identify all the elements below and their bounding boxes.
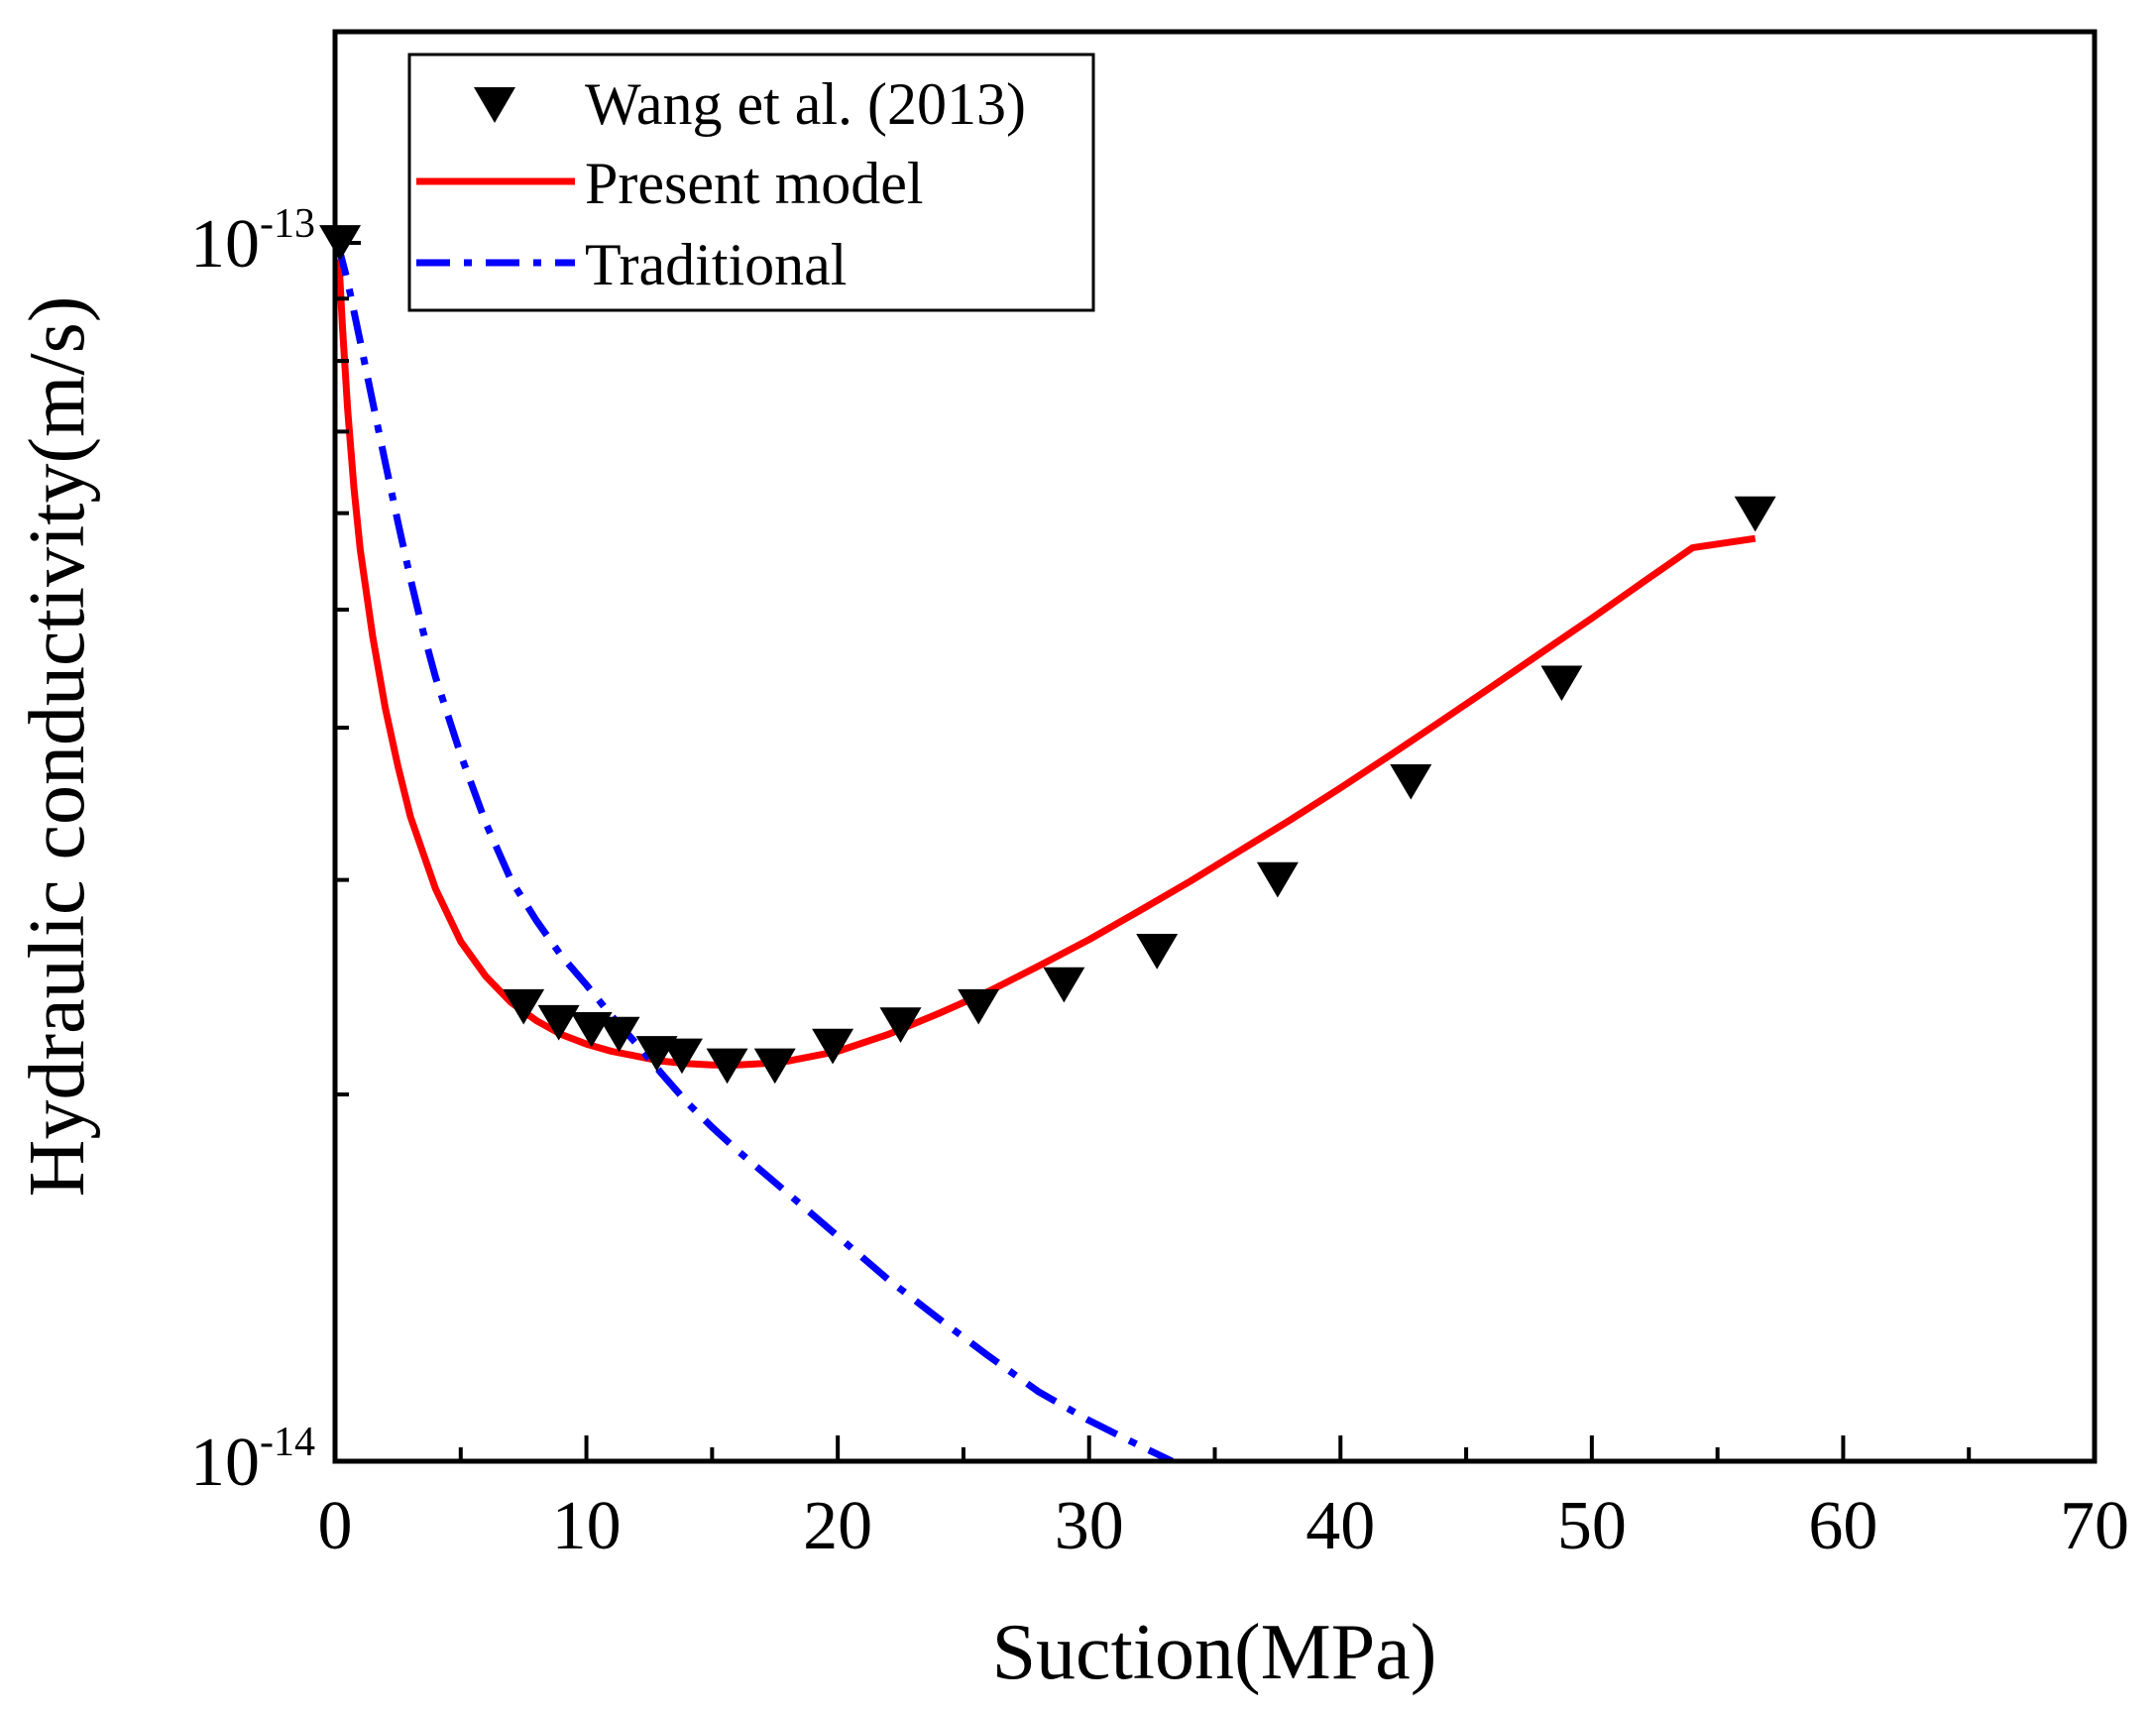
legend-label-wang: Wang et al. (2013): [585, 71, 1026, 137]
data-point-marker: [1256, 861, 1299, 898]
data-point-marker: [1390, 763, 1432, 800]
x-tick-label: 30: [1055, 1488, 1124, 1564]
x-axis-title: Suction(MPa): [992, 1609, 1437, 1696]
x-tick-label: 70: [2060, 1488, 2129, 1564]
x-tick-label: 10: [552, 1488, 622, 1564]
plot-frame: [332, 29, 2098, 1464]
x-tick-label: 40: [1305, 1488, 1375, 1564]
data-point-marker: [706, 1048, 748, 1085]
data-point-marker: [660, 1038, 703, 1075]
x-tick-label: 0: [318, 1488, 353, 1564]
legend-label-traditional: Traditional: [585, 232, 847, 297]
data-point-marker: [753, 1048, 796, 1085]
y-tick-label: 10-13: [190, 201, 315, 283]
x-tick-label: 20: [803, 1488, 872, 1564]
traditional-line: [335, 242, 1174, 1461]
data-point-marker: [598, 1016, 640, 1053]
data-point-marker: [1734, 496, 1776, 532]
legend: Wang et al. (2013) Present model Traditi…: [407, 53, 1095, 312]
data-point-marker: [1540, 665, 1583, 702]
legend-label-present-model: Present model: [585, 151, 924, 216]
data-point-marker: [1043, 967, 1085, 1003]
legend-marker-wang: [474, 87, 515, 123]
x-tick-label: 60: [1808, 1488, 1877, 1564]
data-point-marker: [879, 1007, 922, 1043]
data-point-marker: [503, 988, 545, 1025]
data-point-marker: [1136, 934, 1179, 970]
data-point-marker: [537, 1004, 580, 1041]
y-axis-title: Hydraulic conductivity(m/s): [14, 296, 101, 1198]
y-tick-label: 10-14: [190, 1420, 315, 1501]
marker-layer: [319, 225, 1776, 1085]
data-point-marker: [958, 988, 1000, 1025]
x-tick-label: 50: [1557, 1488, 1627, 1564]
data-point-marker: [812, 1028, 854, 1065]
tick-labels-layer: 0 10 20 30 40 50 60 70 10-14 10-13: [190, 201, 2129, 1564]
